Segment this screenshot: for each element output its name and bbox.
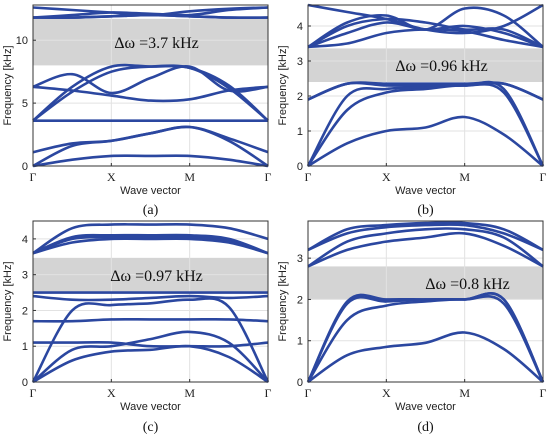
y-tick-label: 0: [297, 161, 303, 173]
band-curve-5: [307, 231, 544, 268]
y-axis-label: Frequency [kHz]: [2, 261, 14, 341]
x-tick-label: X: [382, 386, 391, 400]
panel-caption: (d): [417, 420, 434, 435]
panel-caption: (a): [143, 203, 159, 218]
y-tick-label: 10: [16, 35, 28, 47]
x-tick-label: M: [459, 386, 470, 400]
plot-frame: [307, 4, 544, 167]
x-tick-label: Γ: [265, 170, 272, 184]
y-tick-label: 2: [22, 305, 28, 317]
band-curve-1: [307, 115, 544, 168]
x-tick-label: Γ: [30, 170, 37, 184]
x-tick-label: Γ: [265, 386, 272, 400]
band-curve-11: [32, 223, 269, 255]
x-axis-label: Wave vector: [395, 185, 456, 197]
y-tick-label: 1: [297, 126, 303, 138]
y-tick-label: 2: [297, 91, 303, 103]
plot-frame: [32, 220, 269, 383]
band-curve-1: [32, 344, 269, 384]
band-gap-region: [33, 18, 268, 66]
band-curve-8: [32, 237, 269, 255]
y-axis-label: Frequency [kHz]: [277, 261, 289, 341]
band-curve-6: [307, 227, 544, 268]
band-curve-3: [32, 341, 269, 348]
x-tick-label: X: [107, 386, 116, 400]
band-curve-4: [32, 317, 269, 323]
y-tick-label: 0: [297, 377, 303, 389]
band-gap-annotation: Δω =0.96 kHz: [395, 58, 488, 75]
x-tick-label: Γ: [305, 386, 312, 400]
x-tick-label: M: [184, 386, 195, 400]
band-curve-5: [307, 81, 544, 101]
band-curve-9: [32, 235, 269, 255]
y-tick-label: 4: [297, 21, 303, 33]
plot-frame: [307, 220, 544, 383]
band-gap-annotation: Δω =0.8 kHz: [425, 276, 510, 293]
band-curve-5: [31, 297, 270, 383]
plot-area: [33, 221, 268, 382]
band-curve-10: [307, 3, 544, 35]
y-tick-label: 1: [22, 341, 28, 353]
y-axis-label: Frequency [kHz]: [2, 45, 14, 125]
x-tick-label: Γ: [30, 386, 37, 400]
panel-caption: (b): [417, 203, 434, 218]
band-curve-6: [32, 294, 269, 302]
y-tick-label: 0: [22, 161, 28, 173]
plot-frame: [32, 4, 269, 167]
y-axis-label: Frequency [kHz]: [277, 45, 289, 125]
x-tick-label: M: [184, 170, 195, 184]
band-curve-6: [32, 63, 269, 122]
y-tick-label: 4: [22, 234, 28, 246]
band-curve-8: [307, 17, 544, 49]
band-gap-region: [308, 48, 543, 82]
band-gap-region: [33, 257, 268, 293]
band-curve-3: [32, 125, 269, 154]
band-curve-8: [32, 65, 269, 95]
x-axis-label: Wave vector: [395, 401, 456, 413]
x-tick-label: M: [459, 170, 470, 184]
y-tick-label: 2: [297, 294, 303, 306]
y-tick-label: 3: [297, 56, 303, 68]
x-axis-label: Wave vector: [120, 401, 181, 413]
y-tick-label: 3: [297, 253, 303, 265]
band-curve-10: [32, 233, 269, 255]
band-curve-8: [307, 221, 544, 252]
x-tick-label: X: [107, 170, 116, 184]
x-axis-label: Wave vector: [120, 185, 181, 197]
band-gap-annotation: Δω =0.97 kHz: [110, 268, 203, 285]
x-tick-label: X: [382, 170, 391, 184]
x-tick-label: Γ: [540, 170, 547, 184]
panel-caption: (c): [143, 420, 159, 435]
x-tick-label: Γ: [305, 170, 312, 184]
band-curve-4: [306, 292, 545, 383]
band-curve-1: [32, 154, 269, 168]
band-curve-2: [306, 82, 545, 167]
band-curve-2: [32, 330, 269, 383]
band-curve-2: [306, 295, 545, 383]
band-gap-region: [308, 266, 543, 300]
y-tick-label: 1: [297, 336, 303, 348]
band-curve-12: [32, 6, 269, 17]
y-tick-label: 0: [22, 377, 28, 389]
band-gap-annotation: Δω =3.7 kHz: [114, 35, 199, 52]
band-curve-3: [306, 80, 545, 167]
y-tick-label: 3: [22, 270, 28, 282]
x-tick-label: Γ: [540, 386, 547, 400]
band-curve-7: [307, 223, 544, 252]
y-tick-label: 5: [22, 98, 28, 110]
band-curve-1: [307, 331, 544, 384]
